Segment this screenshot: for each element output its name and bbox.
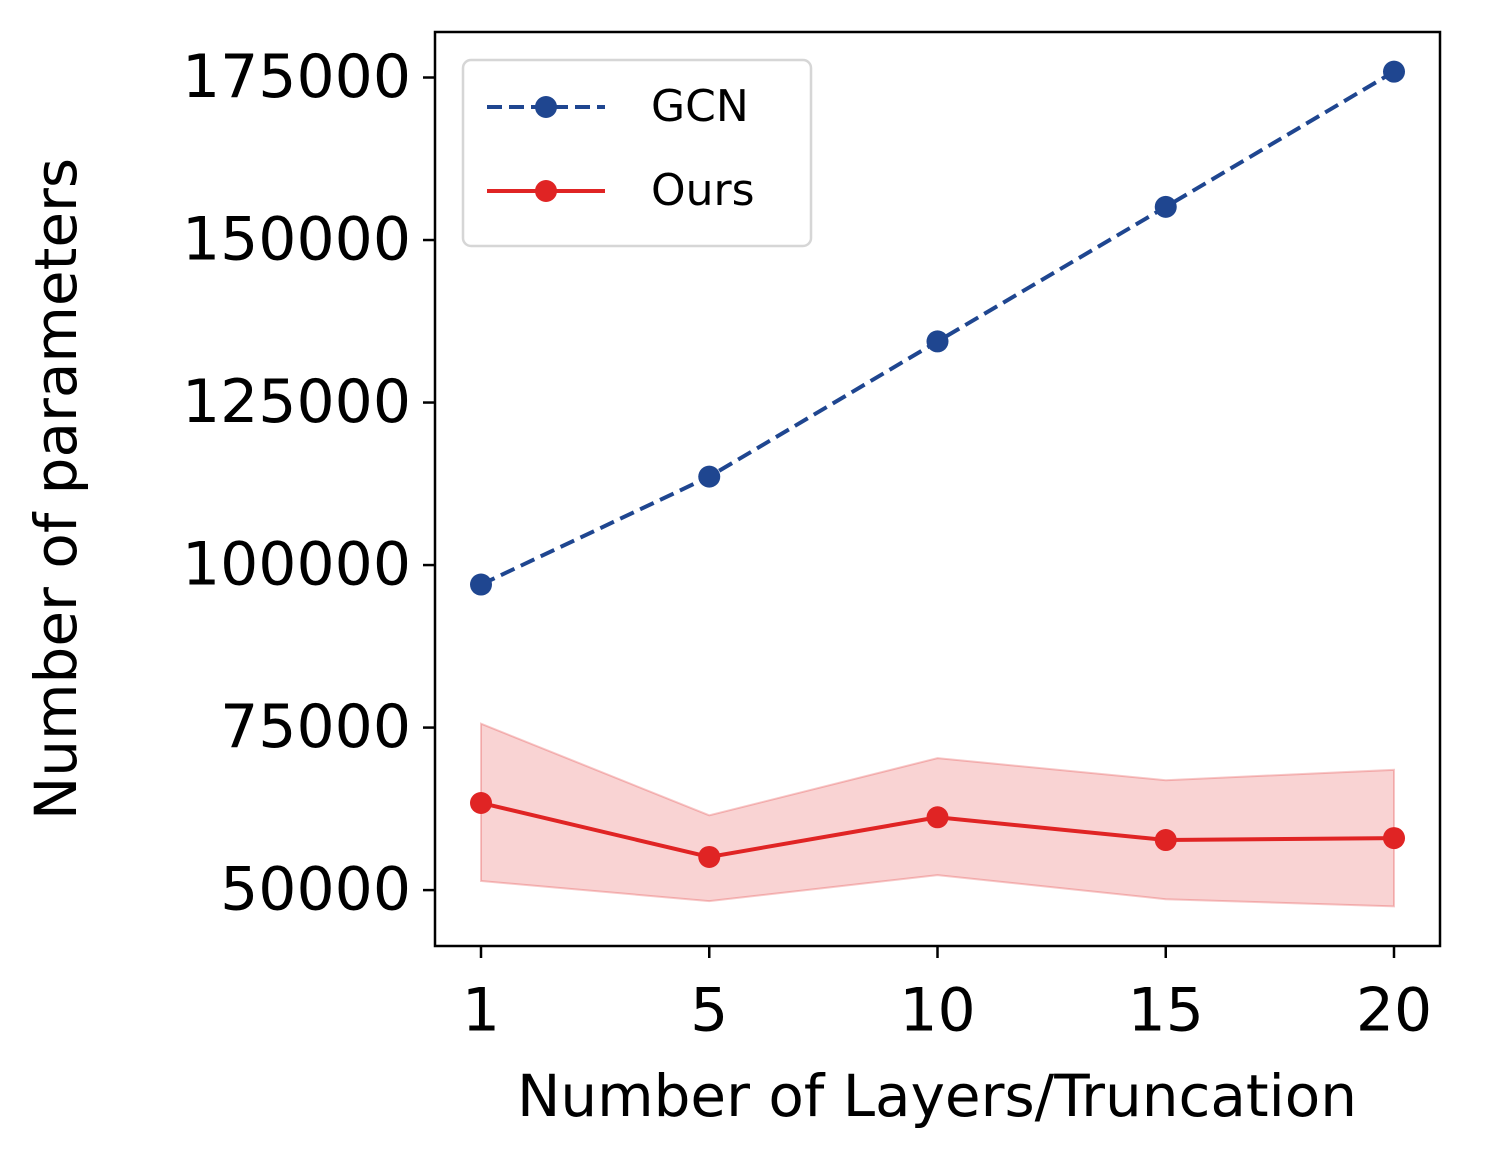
- data-point: [926, 330, 949, 353]
- y-tick-label: 175000: [182, 42, 411, 112]
- legend-label: Ours: [651, 165, 755, 216]
- y-tick-label: 125000: [182, 367, 411, 437]
- x-tick-label: 1: [462, 976, 500, 1046]
- data-point: [698, 845, 721, 868]
- legend-marker: [535, 180, 557, 202]
- x-axis-label: Number of Layers/Truncation: [517, 1062, 1357, 1130]
- data-point: [1154, 195, 1177, 218]
- legend-marker: [535, 96, 557, 118]
- y-tick-label: 50000: [220, 855, 411, 925]
- plot-frame: [433, 30, 1442, 948]
- data-point: [1383, 60, 1405, 83]
- y-tick-label: 150000: [182, 205, 411, 275]
- legend-label: GCN: [651, 81, 749, 132]
- data-point: [470, 791, 492, 814]
- x-tick-label: 10: [899, 976, 975, 1046]
- data-point: [1383, 827, 1405, 850]
- x-tick-label: 5: [690, 976, 728, 1046]
- y-axis-label: Number of parameters: [22, 158, 90, 820]
- data-point: [698, 465, 721, 488]
- data-point: [926, 806, 949, 829]
- data-point: [470, 573, 492, 596]
- x-tick-label: 20: [1356, 976, 1432, 1046]
- x-tick-label: 15: [1128, 976, 1204, 1046]
- legend-box: [461, 58, 813, 248]
- data-point: [1154, 829, 1177, 852]
- y-tick-label: 100000: [182, 530, 411, 600]
- y-tick-label: 75000: [220, 692, 411, 762]
